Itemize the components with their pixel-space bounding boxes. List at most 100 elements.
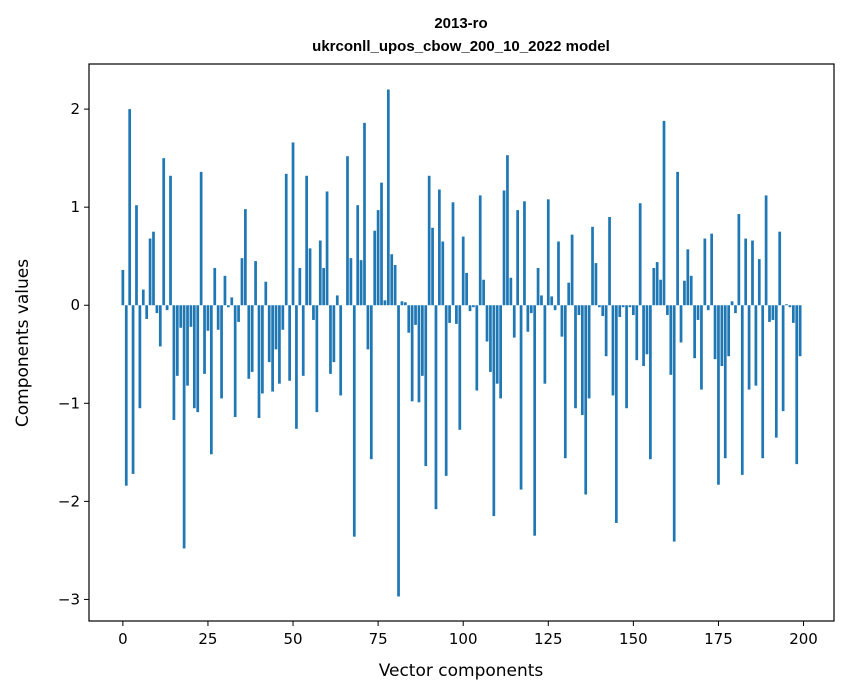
y-tick-label: 2: [70, 100, 80, 118]
bar: [441, 241, 445, 306]
bar: [288, 305, 291, 381]
bar: [121, 269, 125, 306]
bar: [461, 236, 465, 306]
bar: [278, 305, 281, 384]
bar: [635, 305, 639, 361]
bar: [186, 305, 189, 386]
bar: [124, 305, 128, 486]
bar: [182, 305, 186, 549]
bar: [267, 305, 271, 363]
y-tick-label: 1: [70, 198, 80, 216]
bar: [717, 305, 720, 485]
bar: [740, 305, 744, 475]
bar: [250, 305, 254, 372]
bar: [686, 249, 690, 306]
bar: [652, 267, 656, 306]
bar: [761, 305, 765, 459]
bar: [710, 233, 714, 306]
bar: [536, 267, 540, 306]
bar: [383, 300, 387, 306]
bar: [533, 305, 537, 536]
bar: [359, 260, 363, 306]
y-tick-label: 0: [70, 296, 80, 314]
bar: [271, 305, 274, 392]
bar: [335, 295, 339, 306]
bar: [363, 122, 366, 306]
bar: [526, 305, 530, 332]
bar: [135, 205, 138, 306]
bar: [213, 267, 217, 306]
bar: [352, 305, 356, 537]
bar: [625, 305, 628, 409]
bar: [192, 305, 196, 409]
bar: [502, 190, 506, 306]
bar: [165, 305, 169, 311]
bar: [751, 240, 754, 306]
bar: [676, 171, 679, 306]
bar: [642, 305, 645, 367]
bar: [329, 305, 332, 374]
bar: [689, 275, 693, 306]
bar: [771, 305, 775, 320]
bar: [434, 305, 438, 510]
bar: [791, 305, 795, 323]
x-tick-label: 50: [283, 630, 302, 648]
x-tick-label: 100: [449, 630, 478, 648]
bar: [632, 305, 635, 316]
bar: [390, 254, 394, 306]
bar: [489, 305, 492, 372]
bar: [757, 259, 761, 306]
y-axis-ticks: −3 −2 −1 0 1 2: [58, 100, 89, 608]
bar: [693, 305, 696, 359]
bar: [366, 305, 370, 350]
bar: [315, 305, 319, 413]
bar: [247, 305, 251, 379]
bar: [172, 305, 176, 420]
bar: [703, 238, 707, 306]
bar: [281, 305, 285, 330]
bar: [444, 305, 448, 476]
bar: [570, 234, 574, 306]
bar: [672, 305, 676, 542]
bar: [339, 305, 343, 396]
bar: [645, 305, 649, 355]
bar: [295, 305, 298, 429]
bar: [438, 189, 441, 306]
bar: [723, 305, 727, 459]
bar: [261, 305, 264, 394]
bar: [274, 305, 278, 350]
bar: [788, 305, 792, 308]
bar: [318, 240, 322, 306]
x-axis-ticks: 0 25 50 75 100 125 150 175 200: [118, 621, 818, 648]
bar: [594, 263, 598, 306]
bar: [322, 267, 326, 306]
bar: [506, 155, 509, 306]
bar: [458, 305, 462, 430]
bar: [519, 305, 523, 490]
bar: [744, 238, 748, 306]
bar: [448, 305, 451, 323]
bar: [669, 305, 673, 375]
bar: [747, 305, 751, 390]
bar: [417, 305, 421, 403]
bar: [131, 305, 135, 474]
bar: [244, 209, 247, 306]
bar: [148, 238, 152, 306]
plot-frame: [88, 63, 835, 622]
bar: [478, 195, 482, 306]
bar: [220, 305, 223, 399]
bar: [737, 214, 741, 306]
bar: [696, 305, 700, 320]
bar: [720, 305, 724, 367]
bar: [206, 305, 210, 331]
bar: [240, 258, 244, 306]
x-tick-label: 175: [704, 630, 733, 648]
bar: [553, 305, 557, 311]
bar: [145, 305, 149, 319]
bar: [216, 305, 220, 330]
bar: [369, 305, 373, 460]
bar: [550, 296, 554, 306]
bar: [325, 191, 329, 306]
bar: [485, 305, 489, 342]
bar: [175, 305, 179, 376]
